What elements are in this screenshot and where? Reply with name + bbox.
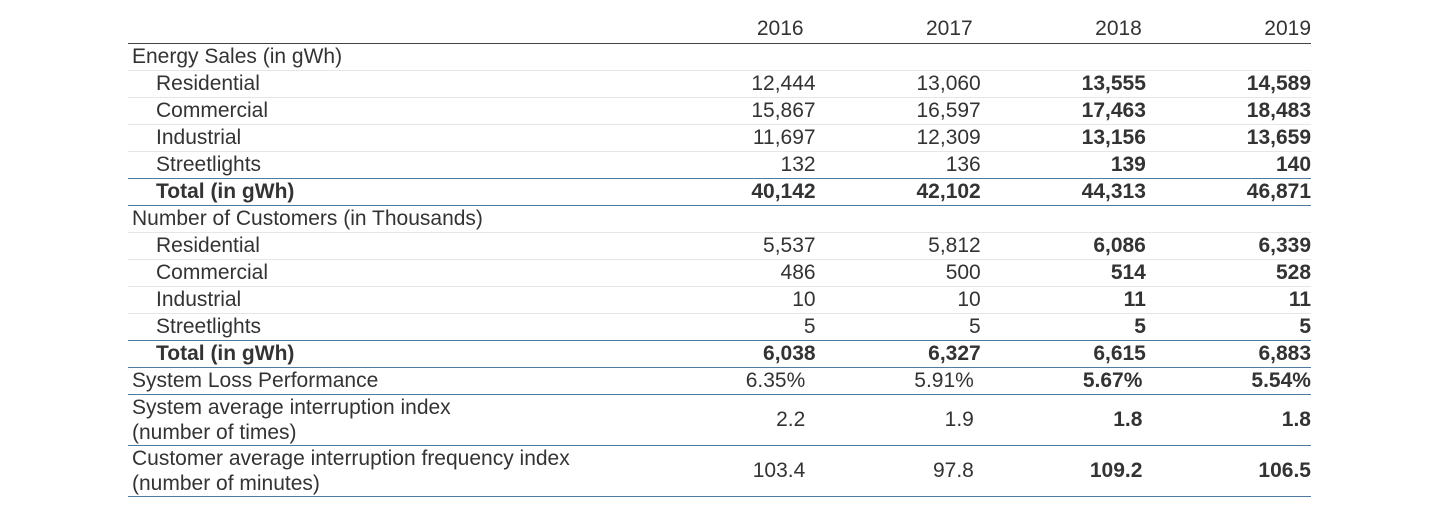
year-header: 2016	[756, 17, 804, 40]
table-row: Industrial 10 10 11 11	[128, 286, 1311, 313]
cell-value: 16,597	[916, 99, 981, 122]
cell-value: 6,615	[1093, 342, 1146, 365]
cell-value: 18,483	[1246, 99, 1312, 122]
year-header: 2017	[926, 17, 973, 40]
cell-value: 10	[957, 288, 981, 311]
cell-value: 6,327	[928, 342, 981, 365]
section-label: Energy Sales (in gWh)	[132, 45, 343, 68]
cell-value: 5.54%	[1251, 369, 1311, 392]
table-row: Streetlights 132 136 139 140	[128, 151, 1311, 178]
cell-value: 11	[1288, 288, 1312, 311]
cell-value: 5	[969, 315, 981, 338]
cell-value: 5,812	[928, 234, 981, 257]
year-header: 2019	[1264, 17, 1311, 40]
row-label: System Loss Performance	[132, 369, 379, 392]
cell-value: 528	[1275, 261, 1312, 284]
cell-value: 136	[945, 153, 981, 176]
section-label: Number of Customers (in Thousands)	[132, 207, 483, 230]
cell-value: 11,697	[752, 126, 816, 149]
cell-value: 5,537	[763, 234, 816, 257]
table-row: Streetlights 5 5 5 5	[128, 313, 1311, 340]
cell-value: 139	[1110, 153, 1146, 176]
cell-value: 1.8	[1113, 408, 1143, 431]
row-label: Total (in gWh)	[156, 180, 295, 203]
data-table: 2016 2017 2018 2019 Energy Sales (in gWh…	[128, 16, 1311, 497]
cell-value: 2.2	[776, 408, 806, 431]
row-label: Industrial	[156, 288, 242, 311]
cell-value: 109.2	[1089, 459, 1143, 482]
table-row: Commercial 15,867 16,597 17,463 18,483	[128, 97, 1311, 124]
label-line: Customer average interruption frequency …	[132, 447, 570, 470]
row-label: Streetlights	[156, 315, 262, 338]
label-line: (number of times)	[132, 421, 297, 444]
cell-value: 6.35%	[745, 369, 806, 392]
metric-row-interruption-index: System average interruption index (numbe…	[128, 395, 1311, 446]
cell-value: 17,463	[1081, 99, 1146, 122]
cell-value: 97.8	[932, 459, 974, 482]
table-row: Residential 12,444 13,060 13,555 14,589	[128, 70, 1311, 97]
cell-value: 15,867	[751, 99, 816, 122]
cell-value: 103.4	[752, 459, 806, 482]
cell-value: 6,086	[1093, 234, 1146, 257]
cell-value: 1.9	[944, 408, 974, 431]
metric-row-interruption-frequency: Customer average interruption frequency …	[128, 446, 1311, 497]
row-label: Total (in gWh)	[156, 342, 295, 365]
cell-value: 106.5	[1258, 459, 1311, 482]
row-label: System average interruption index (numbe…	[128, 395, 637, 445]
cell-value: 6,883	[1258, 342, 1312, 365]
cell-value: 13,060	[916, 72, 981, 95]
metric-row-system-loss: System Loss Performance 6.35% 5.91% 5.67…	[128, 368, 1311, 395]
cell-value: 40,142	[751, 180, 816, 203]
cell-value: 14,589	[1246, 72, 1312, 95]
cell-value: 132	[780, 153, 816, 176]
cell-value: 486	[780, 261, 816, 284]
cell-value: 5	[803, 315, 816, 338]
row-label: Streetlights	[156, 153, 262, 176]
cell-value: 500	[945, 261, 981, 284]
cell-value: 42,102	[916, 180, 981, 203]
year-header: 2018	[1095, 17, 1142, 40]
row-label: Commercial	[156, 99, 269, 122]
cell-value: 5	[1134, 315, 1146, 338]
cell-value: 514	[1110, 261, 1146, 284]
label-line: (number of minutes)	[132, 472, 320, 495]
cell-value: 12,444	[751, 72, 816, 95]
table-row: Commercial 486 500 514 528	[128, 259, 1311, 286]
table-row: Residential 5,537 5,812 6,086 6,339	[128, 232, 1311, 259]
cell-value: 13,555	[1081, 72, 1146, 95]
label-line: System average interruption index	[132, 396, 451, 419]
section-title-energy-sales: Energy Sales (in gWh)	[128, 44, 1311, 70]
cell-value: 11	[1123, 288, 1146, 311]
total-row: Total (in gWh) 6,038 6,327 6,615 6,883	[128, 340, 1311, 368]
cell-value: 46,871	[1246, 180, 1312, 203]
cell-value: 10	[792, 288, 816, 311]
section-title-customers: Number of Customers (in Thousands)	[128, 206, 1311, 232]
cell-value: 12,309	[916, 126, 981, 149]
row-label: Customer average interruption frequency …	[128, 446, 637, 496]
row-label: Residential	[156, 234, 260, 257]
cell-value: 13,156	[1081, 126, 1146, 149]
row-label: Residential	[156, 72, 260, 95]
cell-value: 6,339	[1258, 234, 1312, 257]
cell-value: 13,659	[1246, 126, 1312, 149]
header-row: 2016 2017 2018 2019	[128, 16, 1311, 44]
total-row: Total (in gWh) 40,142 42,102 44,313 46,8…	[128, 178, 1311, 206]
cell-value: 6,038	[763, 342, 816, 365]
table-row: Industrial 11,697 12,309 13,156 13,659	[128, 124, 1311, 151]
row-label: Commercial	[156, 261, 269, 284]
row-label: Industrial	[156, 126, 242, 149]
cell-value: 5.67%	[1082, 369, 1143, 392]
cell-value: 1.8	[1281, 408, 1311, 431]
cell-value: 44,313	[1081, 180, 1146, 203]
cell-value: 5.91%	[914, 369, 974, 392]
cell-value: 140	[1275, 153, 1312, 176]
cell-value: 5	[1299, 315, 1312, 338]
